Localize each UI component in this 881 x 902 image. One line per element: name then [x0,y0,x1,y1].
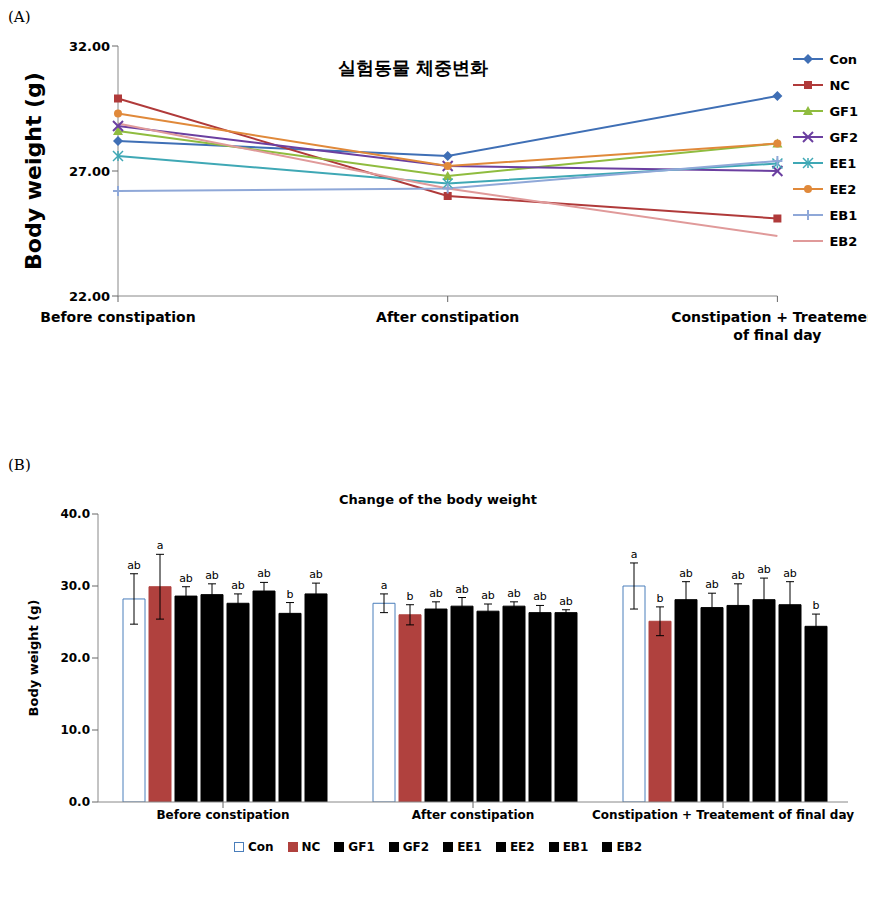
html-text:실험동물 체중변화: 실험동물 체중변화 [338,57,489,78]
svg-text:a: a [381,579,388,592]
html-text:GF1: GF1 [829,103,858,119]
svg-text:ab: ab [429,587,443,600]
html-text:EB1: EB1 [829,207,858,223]
svg-text:ab: ab [231,579,245,592]
svg-text:b: b [813,599,820,612]
svg-text:ab: ab [257,567,271,580]
svg-text:Body weight (g): Body weight (g) [26,600,41,717]
svg-text:Before constipation: Before constipation [156,808,289,822]
html-text:EB1: EB1 [562,840,589,854]
svg-text:ab: ab [309,568,323,581]
html-text:Con: Con [829,51,858,67]
svg-text:a: a [631,548,638,561]
html-text:EB2: EB2 [829,233,858,249]
svg-text:b: b [407,590,414,603]
html-text:EE1: EE1 [457,840,482,854]
svg-text:32.00: 32.00 [69,39,110,54]
svg-text:ab: ab [705,578,719,591]
html-text:(B): (B) [8,456,31,474]
svg-text:10.0: 10.0 [60,723,90,737]
svg-text:ab: ab [533,590,547,603]
svg-text:ab: ab [783,567,797,580]
html-text:EB2: EB2 [616,840,643,854]
html-text:EE1: EE1 [829,155,857,171]
svg-text:22.00: 22.00 [69,289,110,304]
svg-text:ab: ab [481,589,495,602]
svg-text:Constipation + Treatement of f: Constipation + Treatement of final day [592,808,854,822]
svg-text:ab: ab [679,567,693,580]
html-text:(A): (A) [8,8,31,26]
svg-text:20.0: 20.0 [60,651,90,665]
svg-text:a: a [157,539,164,552]
svg-text:After constipation: After constipation [376,309,519,325]
html-text:GF1: GF1 [348,840,375,854]
html-text:EE2: EE2 [509,840,535,854]
svg-text:After constipation: After constipation [412,808,535,822]
svg-text:ab: ab [559,595,573,608]
svg-text:Constipation + Treatementof fi: Constipation + Treatementof final day [671,309,868,343]
html-text:NC: NC [301,840,321,854]
svg-text:ab: ab [507,587,521,600]
html-text:Change of the body weight: Change of the body weight [339,492,537,507]
svg-text:Body weight (g): Body weight (g) [21,72,46,270]
html-text:Con: Con [247,840,274,854]
html-text:NC: NC [829,77,850,93]
html-text:EE2: EE2 [829,181,857,197]
svg-text:b: b [657,592,664,605]
svg-text:ab: ab [205,569,219,582]
svg-text:ab: ab [179,572,193,585]
svg-text:ab: ab [757,563,771,576]
svg-text:30.0: 30.0 [60,579,90,593]
svg-text:b: b [287,588,294,601]
svg-text:27.00: 27.00 [69,164,110,179]
svg-text:ab: ab [127,559,141,572]
svg-text:Before constipation: Before constipation [40,309,195,325]
svg-text:ab: ab [731,569,745,582]
svg-text:0.0: 0.0 [69,795,90,809]
html-text:GF2: GF2 [829,129,858,145]
html-text:GF2: GF2 [402,840,430,854]
svg-text:40.0: 40.0 [60,507,90,521]
svg-text:ab: ab [455,583,469,596]
